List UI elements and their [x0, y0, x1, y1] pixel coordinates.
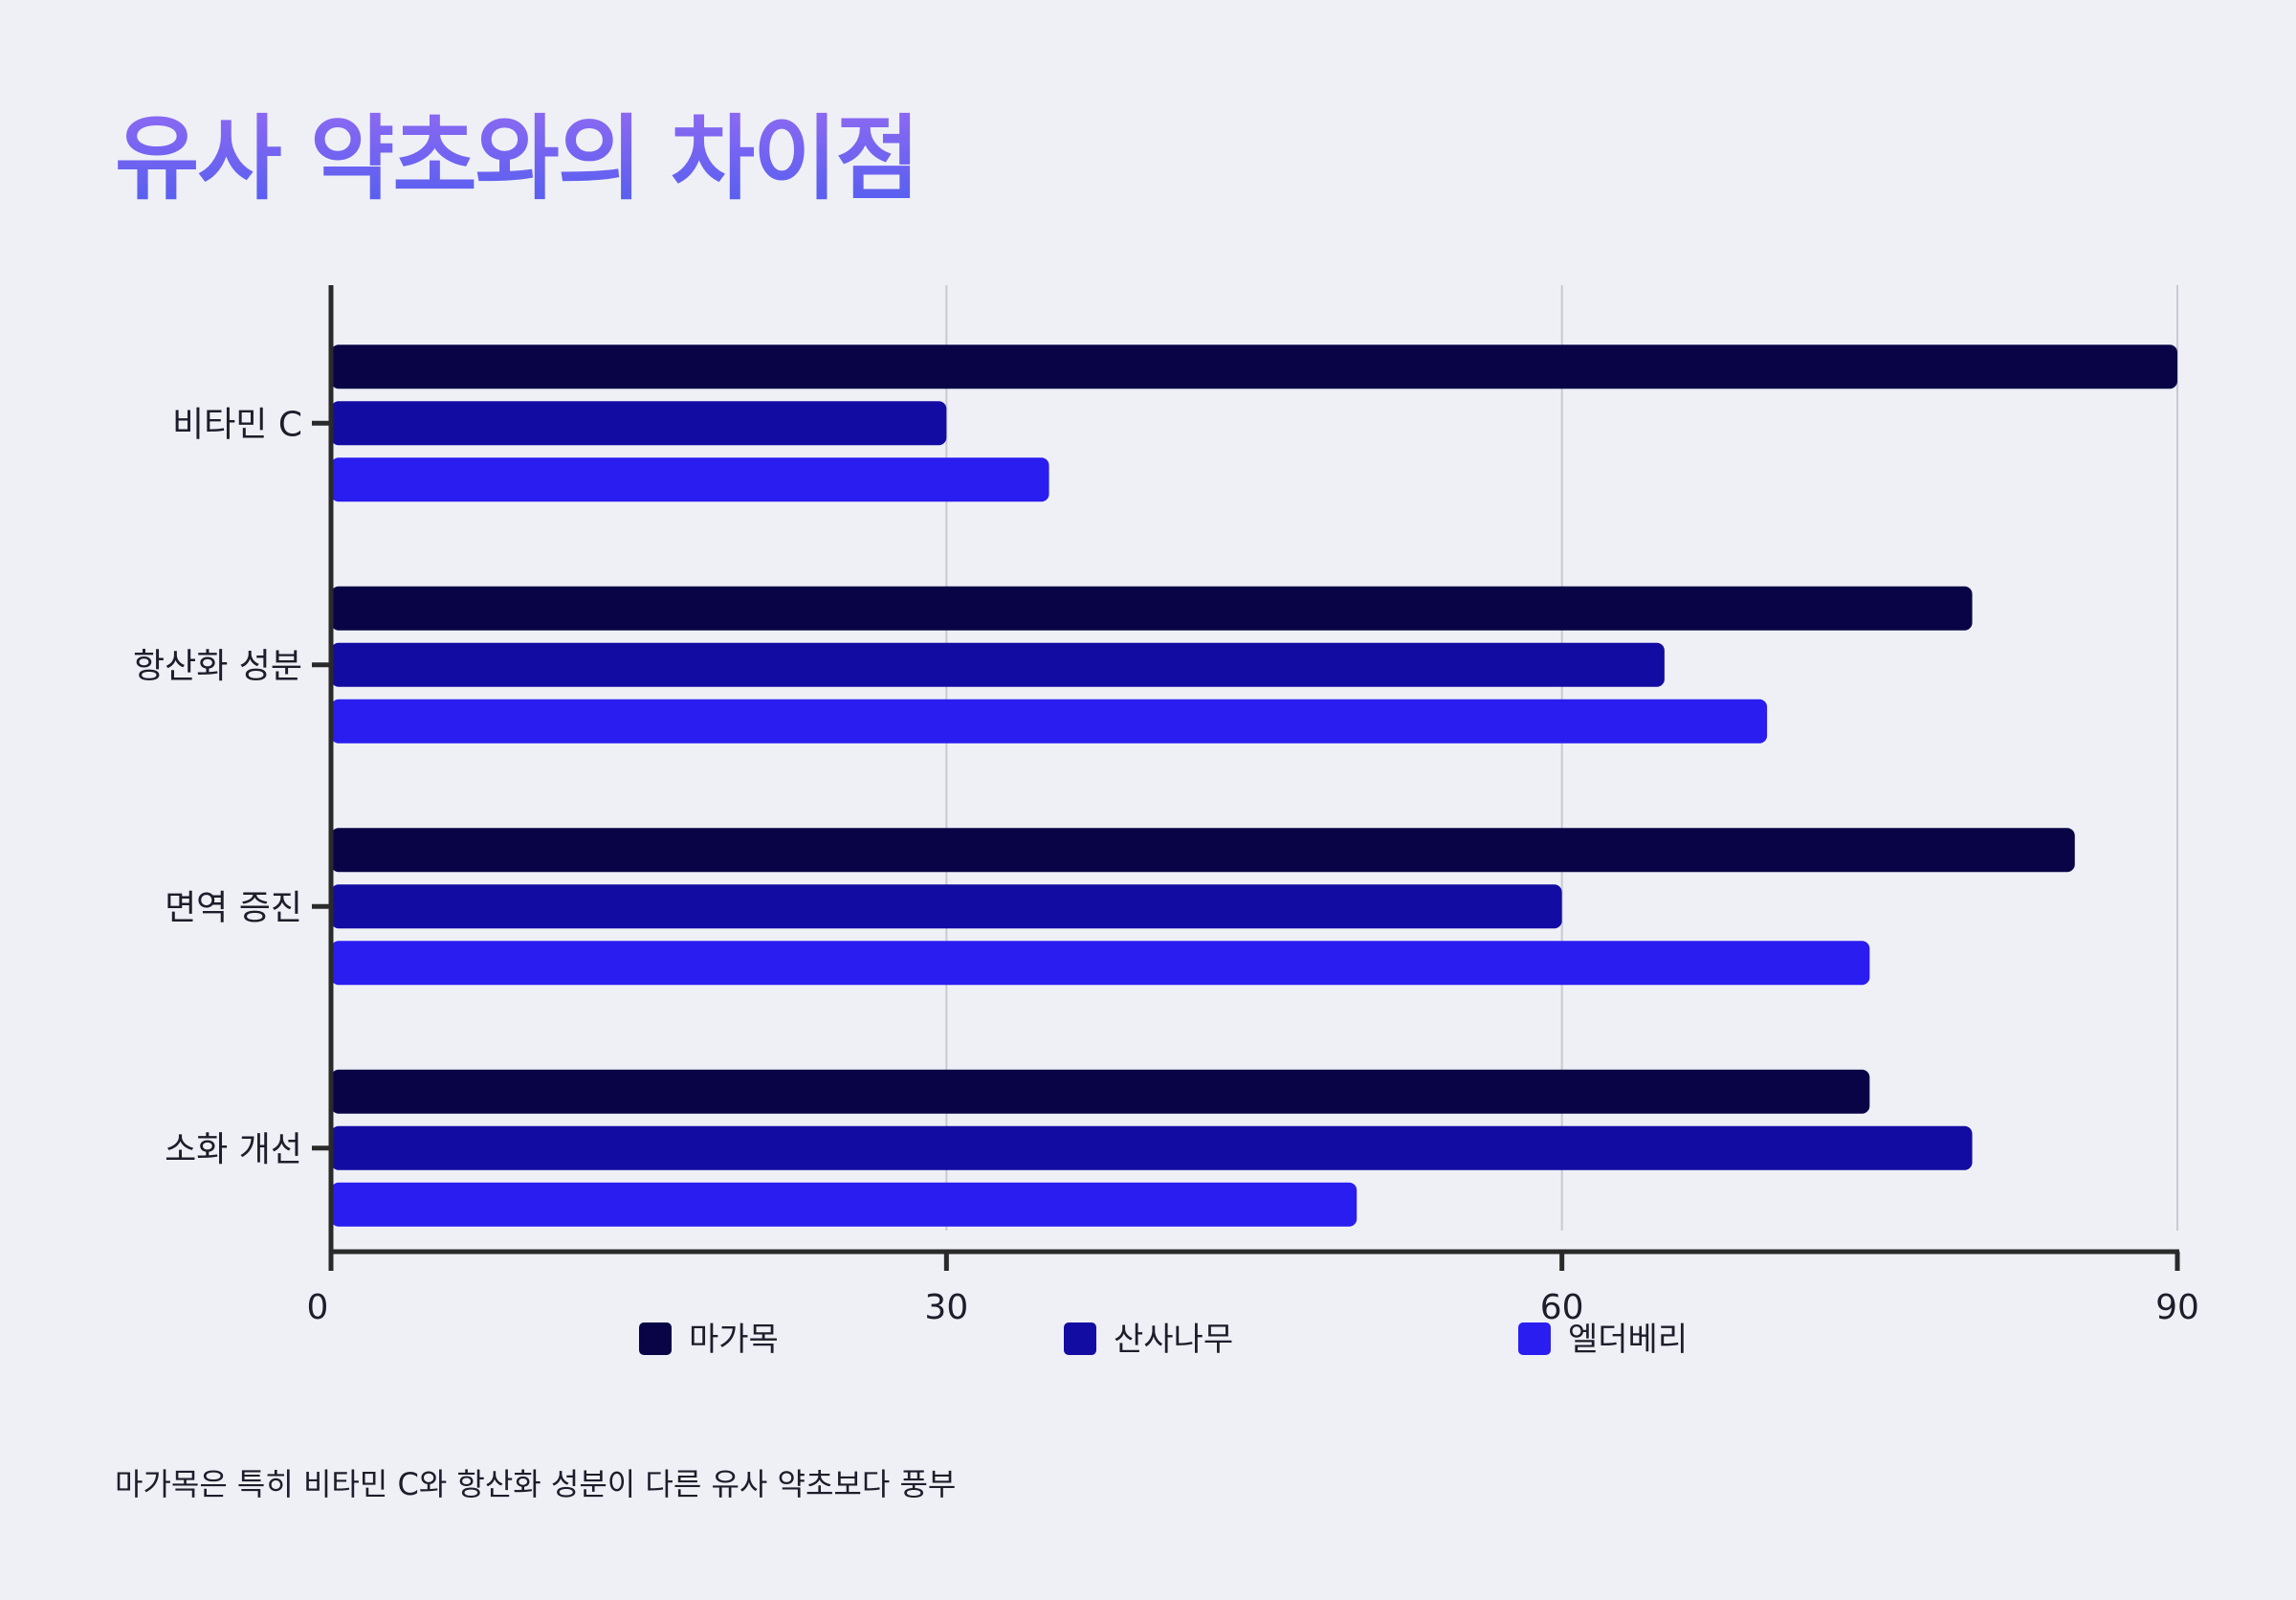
x-tick-label: 60 — [1540, 1288, 1584, 1327]
axes — [328, 285, 2179, 1255]
y-tick-label: 비타민 C — [172, 405, 302, 444]
bar — [331, 344, 2177, 389]
y-tick-label: 소화 개선 — [165, 1130, 302, 1169]
bar — [331, 941, 1870, 986]
legend: 마가목 산사나무 엘더베리 — [639, 1321, 1688, 1359]
legend-swatch — [639, 1322, 672, 1355]
legend-label: 마가목 — [689, 1321, 779, 1359]
bar — [331, 586, 1973, 631]
bar — [331, 699, 1768, 744]
bars — [331, 344, 2177, 1227]
legend-label: 산사나무 — [1114, 1321, 1233, 1359]
x-tick-label: 30 — [924, 1288, 968, 1327]
y-tick-label: 면역 증진 — [165, 888, 302, 927]
footnote: 마가목은 특히 비타민 C와 항산화 성분이 다른 유사 약초보다 풍부 — [115, 1466, 957, 1502]
bar — [331, 1069, 1870, 1114]
bar — [331, 1182, 1358, 1227]
bar — [331, 828, 2075, 873]
bar — [331, 401, 947, 446]
chart-title: 유사 약초와의 차이점 — [115, 84, 920, 217]
x-axis-ticks: 0 30 60 90 — [307, 1252, 2199, 1327]
x-tick-label: 90 — [2155, 1288, 2199, 1327]
legend-label: 엘더베리 — [1568, 1321, 1688, 1359]
bar — [331, 642, 1665, 687]
bar — [331, 884, 1562, 929]
legend-swatch — [1518, 1322, 1551, 1355]
y-tick-label: 항산화 성분 — [133, 647, 302, 686]
legend-swatch — [1064, 1322, 1096, 1355]
bar — [331, 1125, 1973, 1170]
x-tick-label: 0 — [307, 1288, 329, 1327]
bar — [331, 457, 1049, 502]
